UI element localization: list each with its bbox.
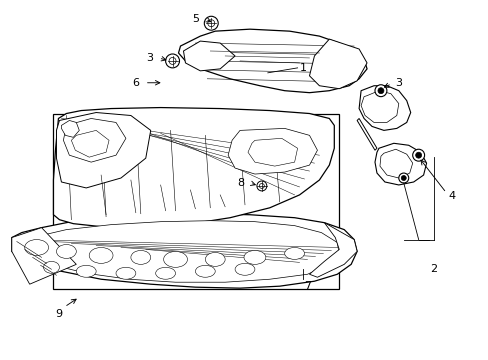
Ellipse shape xyxy=(195,265,215,277)
Text: 2: 2 xyxy=(429,264,437,274)
Ellipse shape xyxy=(131,251,150,264)
Text: 4: 4 xyxy=(447,191,455,201)
Ellipse shape xyxy=(89,247,113,264)
Circle shape xyxy=(256,181,266,191)
Polygon shape xyxy=(12,214,356,288)
Ellipse shape xyxy=(244,251,265,264)
Text: 8: 8 xyxy=(236,178,244,188)
Polygon shape xyxy=(183,41,235,71)
Circle shape xyxy=(398,173,408,183)
Text: 3: 3 xyxy=(145,53,152,63)
Circle shape xyxy=(401,176,406,180)
Ellipse shape xyxy=(56,244,76,258)
Polygon shape xyxy=(309,223,356,277)
Polygon shape xyxy=(56,113,150,188)
Polygon shape xyxy=(71,130,109,157)
Text: 3: 3 xyxy=(394,78,401,88)
Circle shape xyxy=(415,152,421,158)
Circle shape xyxy=(259,184,264,188)
Circle shape xyxy=(169,58,176,64)
Bar xyxy=(53,113,339,289)
Polygon shape xyxy=(360,91,398,122)
Polygon shape xyxy=(53,108,334,228)
Ellipse shape xyxy=(235,264,254,275)
Ellipse shape xyxy=(284,247,304,260)
Circle shape xyxy=(204,16,218,30)
Polygon shape xyxy=(228,129,317,174)
Polygon shape xyxy=(12,228,76,284)
Polygon shape xyxy=(20,221,339,282)
Polygon shape xyxy=(61,121,79,137)
Polygon shape xyxy=(178,29,366,93)
Ellipse shape xyxy=(43,261,60,273)
Polygon shape xyxy=(247,138,297,166)
Polygon shape xyxy=(356,118,376,150)
Ellipse shape xyxy=(163,251,187,267)
Ellipse shape xyxy=(155,267,175,279)
Circle shape xyxy=(412,149,424,161)
Polygon shape xyxy=(358,86,410,130)
Text: 6: 6 xyxy=(132,78,139,88)
Ellipse shape xyxy=(116,267,136,279)
Ellipse shape xyxy=(76,265,96,277)
Polygon shape xyxy=(374,143,426,185)
Circle shape xyxy=(374,85,386,96)
Text: 1: 1 xyxy=(299,63,306,73)
Text: 5: 5 xyxy=(192,14,199,24)
Circle shape xyxy=(165,54,179,68)
Polygon shape xyxy=(309,39,366,89)
Circle shape xyxy=(207,20,214,27)
Polygon shape xyxy=(63,118,126,162)
Ellipse shape xyxy=(25,239,48,255)
Text: 9: 9 xyxy=(55,309,62,319)
Ellipse shape xyxy=(205,252,224,266)
Text: 7: 7 xyxy=(304,281,311,291)
Circle shape xyxy=(377,88,383,94)
Polygon shape xyxy=(379,149,412,178)
